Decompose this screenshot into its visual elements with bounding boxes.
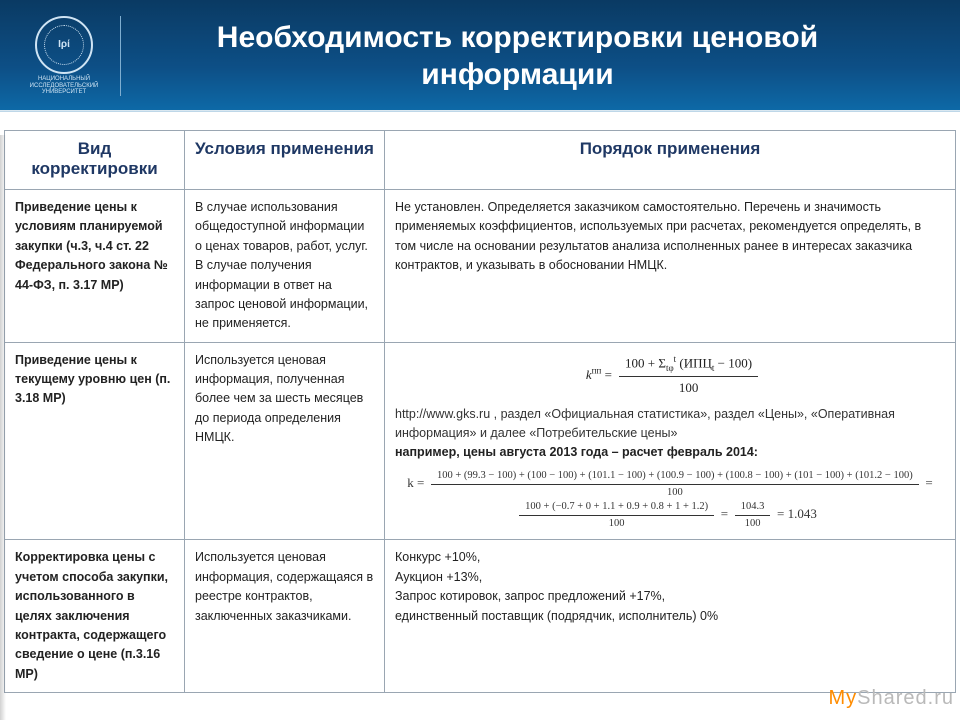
formula-main: kпп = 100 + Σtφt (ИПЦt − 100) 100 [395, 353, 945, 399]
logo-outer-ring: Ιρί [35, 16, 93, 74]
watermark-accent: My [828, 687, 857, 709]
logo-inner-ring: Ιρί [44, 25, 84, 65]
formula-worked: k = 100 + (99.3 − 100) + (100 − 100) + (… [395, 469, 945, 532]
watermark-text: Shared.ru [857, 687, 954, 709]
logo-glyph: Ιρί [58, 40, 70, 50]
logo-caption: НАЦИОНАЛЬНЫЙ ИССЛЕДОВАТЕЛЬСКИЙ УНИВЕРСИТ… [24, 76, 104, 96]
header: Ιρί НАЦИОНАЛЬНЫЙ ИССЛЕДОВАТЕЛЬСКИЙ УНИВЕ… [0, 0, 960, 112]
slide-body: Вид корректировки Условия применения Пор… [0, 112, 960, 693]
watermark: MyShared.ru [828, 687, 954, 710]
table-row: Корректировка цены с учетом способа заку… [5, 540, 956, 693]
cell-proc: Не установлен. Определяется заказчиком с… [385, 190, 956, 343]
col-cond: Условия применения [185, 131, 385, 190]
cell-cond: Используется ценовая информация, содержа… [185, 540, 385, 693]
cell-proc: Конкурс +10%, Аукцион +13%, Запрос котир… [385, 540, 956, 693]
slide-title: Необходимость корректировки ценовой инфо… [139, 19, 936, 94]
cell-kind: Корректировка цены с учетом способа заку… [5, 540, 185, 693]
cell-cond: В случае использования общедоступной инф… [185, 190, 385, 343]
table-header-row: Вид корректировки Условия применения Пор… [5, 131, 956, 190]
left-shadow [0, 135, 6, 720]
cell-proc: kпп = 100 + Σtφt (ИПЦt − 100) 100 http:/… [385, 342, 956, 540]
cell-kind: Приведение цены к условиям планируемой з… [5, 190, 185, 343]
cell-cond: Используется ценовая информация, получен… [185, 342, 385, 540]
col-proc: Порядок применения [385, 131, 956, 190]
table-row: Приведение цены к текущему уровню цен (п… [5, 342, 956, 540]
cell-kind: Приведение цены к текущему уровню цен (п… [5, 342, 185, 540]
header-divider [120, 16, 121, 96]
col-kind: Вид корректировки [5, 131, 185, 190]
hse-logo: Ιρί НАЦИОНАЛЬНЫЙ ИССЛЕДОВАТЕЛЬСКИЙ УНИВЕ… [24, 16, 104, 96]
formula-source: http://www.gks.ru , раздел «Официальная … [395, 405, 945, 463]
adjustments-table: Вид корректировки Условия применения Пор… [4, 130, 956, 693]
table-row: Приведение цены к условиям планируемой з… [5, 190, 956, 343]
slide: { "header": { "title": "Необходимость ко… [0, 0, 960, 720]
